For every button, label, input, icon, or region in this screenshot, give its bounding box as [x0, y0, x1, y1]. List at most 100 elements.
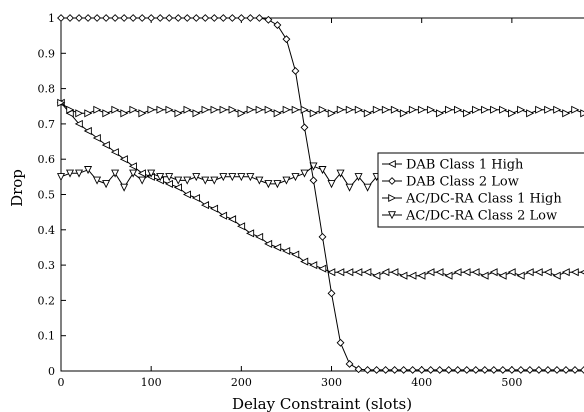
data-point: [57, 98, 66, 107]
data-point: [164, 179, 173, 188]
data-point: [156, 105, 165, 114]
data-point: [309, 162, 318, 171]
data-point: [471, 366, 480, 374]
data-point: [201, 14, 210, 22]
data-point: [507, 268, 516, 277]
data-point: [210, 176, 219, 185]
data-point: [129, 169, 138, 178]
series-0: [56, 98, 584, 280]
data-point: [237, 222, 246, 231]
data-point: [498, 366, 507, 374]
data-point: [481, 105, 490, 114]
data-point: [84, 14, 92, 22]
data-point: [183, 176, 192, 185]
data-point: [444, 105, 454, 114]
data-point: [336, 338, 345, 347]
y-tick-label: 0.1: [38, 330, 56, 343]
data-point: [120, 183, 129, 192]
y-tick-label: 0.4: [38, 224, 56, 237]
legend-label: AC/DC-RA Class 1 High: [405, 192, 562, 207]
data-point: [291, 250, 300, 259]
data-point: [363, 183, 372, 192]
legend-item: DAB Class 1 High: [382, 158, 524, 173]
data-point: [246, 173, 255, 182]
data-point: [318, 166, 327, 175]
data-point: [192, 14, 201, 22]
data-point: [552, 271, 561, 280]
data-point: [264, 180, 273, 189]
y-tick-label: 0.5: [38, 189, 56, 202]
data-point: [516, 366, 525, 374]
data-point: [219, 211, 228, 220]
legend-item: DAB Class 2 Low: [382, 175, 519, 190]
data-point: [120, 109, 129, 118]
data-point: [147, 14, 156, 22]
data-point: [390, 105, 399, 114]
data-point: [363, 366, 372, 374]
data-point: [507, 366, 516, 374]
data-point: [444, 366, 453, 374]
data-point: [147, 105, 156, 114]
data-point: [417, 271, 426, 280]
data-point: [462, 366, 471, 374]
data-point: [454, 105, 463, 114]
data-point: [354, 365, 363, 374]
data-point: [210, 14, 219, 22]
legend-item: AC/DC-RA Class 1 High: [382, 192, 562, 207]
data-point: [138, 176, 147, 185]
data-point: [147, 169, 156, 178]
legend: DAB Class 1 High DAB Class 2 Low AC/DC-RA …: [377, 152, 584, 228]
x-tick-label: 100: [141, 376, 162, 389]
data-point: [246, 229, 255, 238]
data-point: [111, 105, 120, 114]
data-point: [93, 176, 102, 185]
data-point: [480, 366, 489, 374]
y-tick-label: 0.6: [38, 153, 56, 166]
data-point: [165, 173, 174, 182]
data-point: [282, 176, 291, 185]
data-point: [345, 105, 354, 114]
data-point: [345, 183, 354, 192]
data-point: [480, 271, 489, 280]
y-tick-label: 0.3: [38, 259, 56, 272]
data-point: [228, 14, 237, 22]
data-point: [498, 271, 507, 280]
data-point: [435, 268, 444, 277]
data-point: [129, 105, 138, 114]
data-point: [282, 35, 291, 44]
data-point: [209, 204, 219, 213]
x-tick-label: 0: [58, 376, 65, 389]
data-point: [525, 366, 534, 374]
data-point: [138, 14, 147, 22]
data-point: [354, 173, 363, 182]
data-point: [228, 215, 237, 224]
data-point: [300, 123, 309, 132]
y-tick-label: 1: [48, 12, 55, 25]
data-point: [228, 173, 237, 182]
data-point: [165, 14, 174, 22]
data-point: [562, 109, 571, 118]
data-point: [237, 14, 246, 22]
data-point: [228, 105, 237, 114]
data-point: [246, 105, 255, 114]
data-point: [435, 109, 445, 118]
data-point: [453, 268, 462, 277]
legend-marker: [388, 193, 397, 203]
data-point: [426, 366, 435, 374]
data-point: [84, 109, 93, 118]
data-point: [56, 173, 66, 182]
data-point: [372, 366, 381, 374]
data-point: [553, 366, 561, 374]
data-point: [137, 169, 146, 178]
data-point: [327, 180, 336, 189]
data-point: [174, 14, 183, 22]
data-point: [111, 169, 120, 178]
data-point: [255, 14, 264, 22]
data-point: [93, 14, 102, 22]
x-tick-label: 500: [501, 376, 522, 389]
data-point: [201, 176, 210, 185]
legend-item: AC/DC-RA Class 2 Low: [382, 209, 557, 224]
data-point: [309, 261, 318, 270]
data-point: [173, 183, 182, 192]
data-point: [399, 109, 408, 118]
